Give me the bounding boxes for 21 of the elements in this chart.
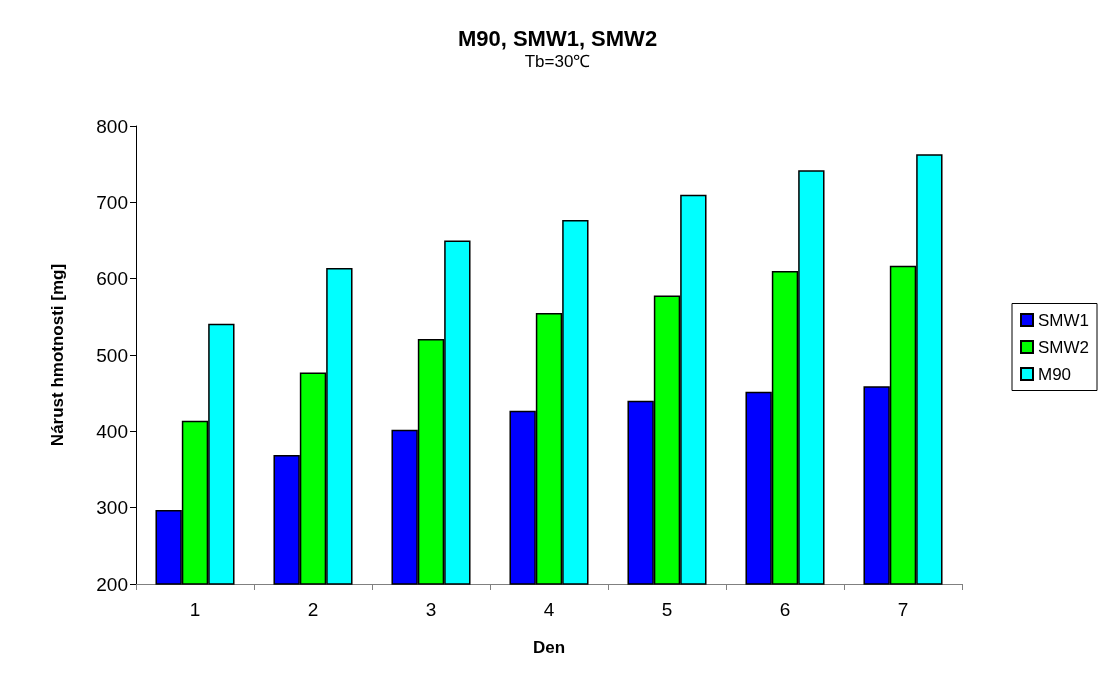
y-tick-label: 800 (96, 115, 128, 137)
x-axis-title: Den (532, 638, 566, 657)
x-tick-label: 2 (307, 599, 319, 620)
y-axis-title: Nárust hmotnosti [mg] (48, 263, 67, 447)
x-tick-label: 4 (543, 599, 555, 620)
y-tick-label: 300 (96, 497, 128, 519)
legend-label: SMW2 (1038, 337, 1089, 357)
y-tick-label: 500 (96, 344, 128, 366)
legend-label: SMW1 (1038, 310, 1089, 330)
y-tick-label: 700 (96, 191, 128, 213)
x-tick-label: 3 (425, 599, 437, 620)
x-tick-label: 7 (897, 599, 909, 620)
y-tick-label: 200 (96, 573, 128, 595)
y-tick-label: 400 (96, 420, 128, 442)
legend-label: M90 (1038, 364, 1072, 384)
x-tick-label: 1 (189, 599, 201, 620)
y-tick-label: 600 (96, 268, 128, 290)
chart-subtitle: Tb=30℃ (524, 52, 591, 71)
x-tick-label: 6 (779, 599, 791, 620)
x-tick-label: 5 (661, 599, 673, 620)
chart-title: M90, SMW1, SMW2 (457, 25, 658, 51)
